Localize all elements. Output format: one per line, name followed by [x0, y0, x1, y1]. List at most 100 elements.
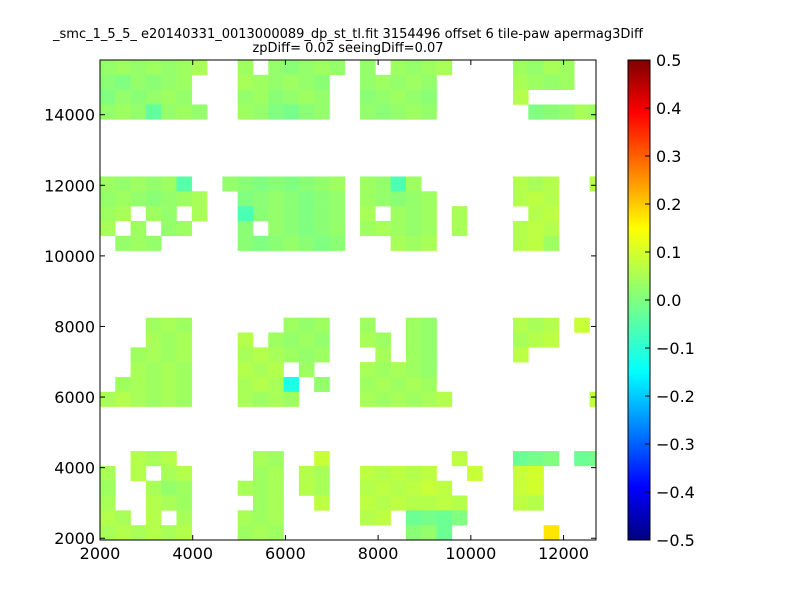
heatmap-cell: [589, 104, 597, 120]
heatmap-cell: [130, 235, 147, 251]
heatmap-cell: [528, 465, 544, 482]
heatmap-cell: [390, 191, 407, 207]
heatmap-cell: [513, 235, 529, 251]
heatmap-cell: [283, 332, 300, 348]
heatmap-cell: [176, 89, 193, 105]
heatmap-cell: [252, 362, 269, 378]
heatmap-cell: [390, 362, 407, 378]
heatmap-cell: [314, 317, 330, 333]
heatmap-cell: [375, 465, 391, 482]
heatmap-cell: [528, 206, 544, 222]
heatmap-cell: [314, 376, 330, 393]
heatmap-cell: [405, 191, 422, 207]
heatmap-cell: [513, 347, 529, 363]
heatmap-cell: [375, 510, 391, 526]
heatmap-cell: [176, 332, 193, 348]
heatmap-cell: [360, 495, 376, 511]
heatmap-cell: [314, 89, 330, 105]
heatmap-cell: [252, 176, 269, 192]
heatmap-cell: [191, 206, 208, 222]
heatmap-cell: [252, 495, 269, 511]
heatmap-cell: [360, 60, 376, 76]
heatmap-cell: [176, 176, 193, 192]
heatmap-cell: [298, 220, 315, 237]
heatmap-cell: [176, 191, 193, 207]
heatmap-cell: [329, 206, 346, 222]
heatmap-cell: [100, 74, 116, 90]
heatmap-cell: [115, 74, 131, 90]
heatmap-cell: [436, 480, 453, 496]
heatmap-cell: [390, 176, 407, 192]
heatmap-cell: [405, 206, 422, 222]
heatmap-cell: [390, 74, 407, 90]
heatmap-cell: [421, 391, 437, 407]
heatmap-cell: [268, 525, 284, 541]
heatmap-cell: [421, 206, 437, 222]
heatmap-cell: [268, 235, 284, 251]
heatmap-cell: [145, 317, 162, 333]
heatmap-cell: [100, 510, 116, 526]
heatmap-cell: [329, 235, 346, 251]
heatmap-cell: [237, 332, 254, 348]
heatmap-cell: [130, 60, 147, 76]
colorbar-tick-label: 0.3: [656, 147, 681, 166]
heatmap-cell: [405, 362, 422, 378]
heatmap-cell: [252, 451, 269, 467]
heatmap-cell: [237, 525, 254, 541]
heatmap-cell: [283, 191, 300, 207]
heatmap-cell: [298, 480, 315, 496]
heatmap-cell: [283, 60, 300, 76]
heatmap-cell: [145, 235, 162, 251]
heatmap-cell: [314, 347, 330, 363]
heatmap-cell: [176, 525, 193, 541]
heatmap-cell: [283, 235, 300, 251]
heatmap-cell: [467, 465, 483, 482]
heatmap-cell: [130, 347, 147, 363]
heatmap-cell: [329, 191, 346, 207]
heatmap-cell: [513, 465, 529, 482]
heatmap-cell: [405, 89, 422, 105]
heatmap-cell: [145, 191, 162, 207]
heatmap-cell: [100, 391, 116, 407]
heatmap-cell: [558, 60, 575, 76]
heatmap-cell: [360, 74, 376, 90]
heatmap-cell: [222, 176, 238, 192]
heatmap-cell: [252, 235, 269, 251]
heatmap-cell: [252, 74, 269, 90]
heatmap-cell: [130, 451, 147, 467]
heatmap-cell: [390, 235, 407, 251]
heatmap-cell: [298, 362, 315, 378]
heatmap-cell: [268, 220, 284, 237]
heatmap-cell: [100, 60, 116, 76]
heatmap-cell: [161, 60, 177, 76]
heatmap-cell: [237, 176, 254, 192]
heatmap-cell: [268, 176, 284, 192]
heatmap-cell: [528, 176, 544, 192]
heatmap-cell: [176, 391, 193, 407]
heatmap-cell: [451, 495, 468, 511]
heatmap-cell: [405, 525, 422, 541]
heatmap-cell: [360, 191, 376, 207]
heatmap-cell: [283, 376, 300, 393]
heatmap-cell: [421, 347, 437, 363]
heatmap-cell: [161, 206, 177, 222]
heatmap-cell: [252, 347, 269, 363]
heatmap-cell: [130, 104, 147, 120]
heatmap-cell: [543, 74, 560, 90]
colorbar-ticks: 0.5 0.4 0.3 0.2 0.1 0.0 −0.1 −0.2 −0.3 −0.4 −0.5: [645, 51, 695, 550]
heatmap-cell: [161, 317, 177, 333]
heatmap-cell: [314, 176, 330, 192]
colorbar-tick-label: −0.4: [656, 483, 695, 502]
heatmap-cell: [161, 104, 177, 120]
heatmap-cell: [145, 525, 162, 541]
heatmap-cell: [543, 206, 560, 222]
heatmap-cell: [298, 465, 315, 482]
heatmap-cell: [558, 74, 575, 90]
heatmap-cell: [405, 465, 422, 482]
heatmap-cell: [360, 510, 376, 526]
chart-title-line2: zpDiff= 0.02 seeingDiff=0.07: [252, 41, 443, 56]
heatmap-cell: [237, 206, 254, 222]
heatmap-cell: [298, 347, 315, 363]
heatmap-cell: [252, 510, 269, 526]
heatmap-cell: [145, 104, 162, 120]
